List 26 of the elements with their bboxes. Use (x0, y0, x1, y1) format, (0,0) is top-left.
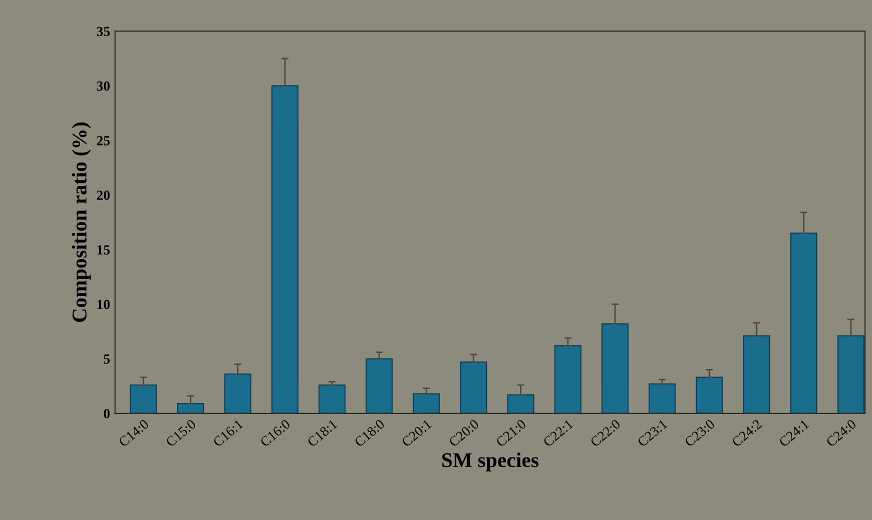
bar (177, 403, 204, 414)
bar (790, 232, 818, 414)
y-tick-label: 0 (104, 408, 110, 418)
bar (271, 85, 298, 414)
y-tick-label: 10 (97, 300, 110, 310)
bar (602, 323, 629, 414)
y-tick-label: 25 (96, 136, 110, 146)
x-axis-title: SM species (442, 452, 538, 472)
bar (318, 384, 346, 414)
bar (554, 345, 582, 414)
bar (366, 358, 393, 414)
y-tick-label: 15 (97, 245, 110, 255)
bar (648, 383, 676, 414)
bar (460, 362, 488, 414)
y-axis-title: Composition ratio (%) (72, 122, 91, 322)
y-tick-label: 30 (96, 81, 110, 91)
bar (412, 393, 440, 414)
bar (696, 376, 723, 414)
y-tick-label: 5 (104, 354, 110, 364)
bar (130, 384, 157, 414)
y-tick-label: 20 (96, 190, 110, 200)
bar (507, 394, 534, 414)
bar (224, 374, 252, 414)
bar (837, 335, 864, 414)
bar (743, 335, 770, 414)
y-tick-label: 35 (96, 26, 110, 36)
